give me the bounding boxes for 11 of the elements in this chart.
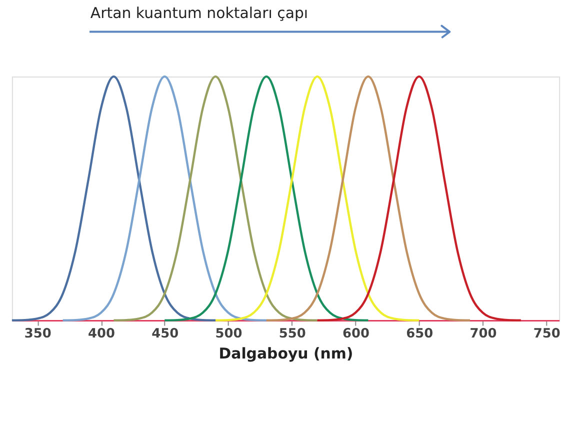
x-tick-label: 750	[533, 326, 560, 342]
x-axis-title: Dalgaboyu (nm)	[218, 344, 354, 363]
x-tick-label: 600	[342, 326, 370, 342]
x-tick-label: 550	[278, 326, 306, 342]
x-tick-label: 350	[24, 326, 52, 342]
x-tick-label: 650	[406, 326, 434, 342]
x-tick-label: 450	[152, 326, 179, 342]
chart-title: Artan kuantum noktaları çapı	[90, 4, 308, 22]
x-tick-label: 500	[215, 326, 242, 342]
x-tick-label: 700	[470, 326, 497, 342]
x-tick-label: 400	[88, 326, 115, 342]
